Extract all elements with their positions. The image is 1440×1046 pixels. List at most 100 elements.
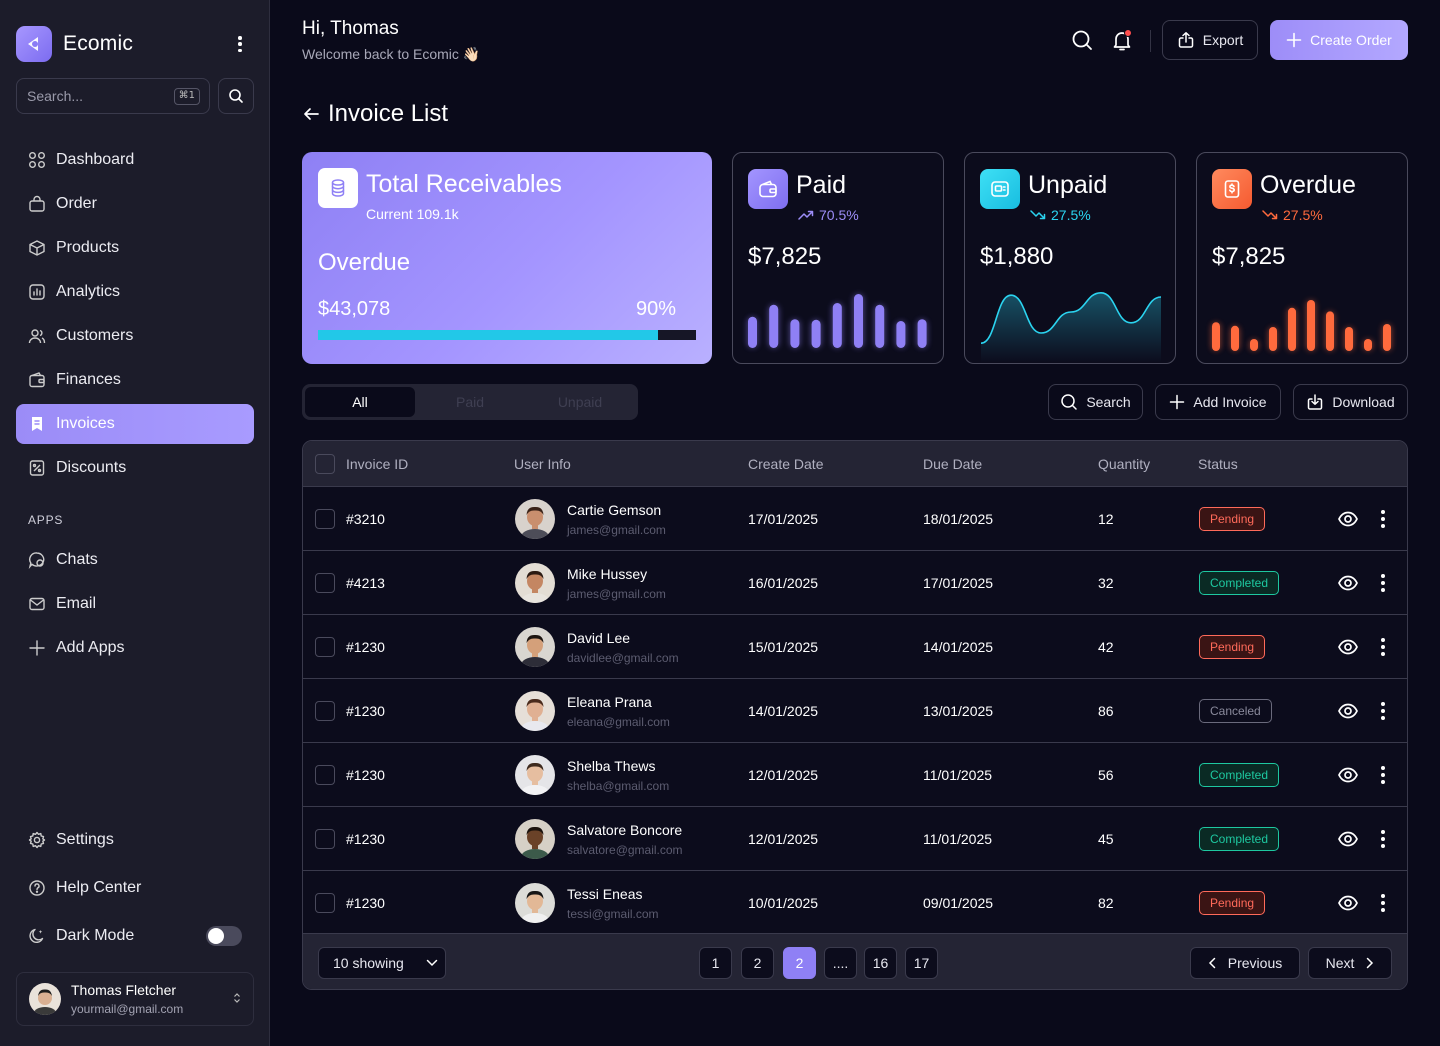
sidebar-item-customers[interactable]: Customers — [16, 316, 254, 356]
eye-icon[interactable] — [1337, 700, 1359, 722]
row-menu-icon[interactable] — [1380, 637, 1386, 657]
search-icon-button[interactable] — [218, 78, 254, 114]
eye-icon[interactable] — [1337, 636, 1359, 658]
user-profile-card[interactable]: Thomas Fletcher yourmail@gmail.com — [16, 972, 254, 1026]
tab-paid[interactable]: Paid — [455, 394, 485, 410]
trend-down-icon — [1262, 210, 1278, 220]
row-menu-icon[interactable] — [1380, 509, 1386, 529]
next-page-button[interactable]: Next — [1308, 947, 1392, 979]
row-menu-icon[interactable] — [1380, 893, 1386, 913]
row-checkbox[interactable] — [315, 765, 335, 785]
table-row[interactable]: #1230 Tessi Eneas tessi@gmail.com 10/01/… — [303, 870, 1407, 934]
sidebar-menu-icon[interactable] — [232, 34, 248, 54]
table-row[interactable]: #3210 Cartie Gemson james@gmail.com 17/0… — [303, 486, 1407, 550]
back-arrow-icon[interactable] — [302, 105, 320, 123]
header-create-date[interactable]: Create Date — [748, 456, 824, 472]
user-email: eleana@gmail.com — [567, 715, 670, 729]
create-date: 14/01/2025 — [748, 703, 819, 719]
row-checkbox[interactable] — [315, 637, 335, 657]
eye-icon[interactable] — [1337, 828, 1359, 850]
unpaid-value: $1,880 — [980, 243, 1054, 270]
header-invoice-id[interactable]: Invoice ID — [346, 456, 409, 472]
header-quantity[interactable]: Quantity — [1098, 456, 1151, 472]
due-date: 09/01/2025 — [923, 895, 994, 911]
eye-icon[interactable] — [1337, 572, 1359, 594]
invoice-id: #1230 — [346, 639, 385, 655]
sidebar-item-invoices[interactable]: Invoices — [16, 404, 254, 444]
sidebar-item-settings[interactable]: Settings — [16, 820, 254, 860]
page-button[interactable]: 17 — [905, 947, 938, 979]
row-checkbox[interactable] — [315, 509, 335, 529]
export-button[interactable]: Export — [1162, 20, 1258, 60]
dark-mode-toggle[interactable] — [206, 926, 242, 946]
page-button-current[interactable]: 2 — [783, 947, 816, 979]
eye-icon[interactable] — [1337, 764, 1359, 786]
row-checkbox[interactable] — [315, 829, 335, 849]
row-checkbox[interactable] — [315, 893, 335, 913]
chart-bar — [1364, 339, 1372, 351]
sidebar-item-help-center[interactable]: Help Center — [16, 868, 254, 908]
select-all-checkbox[interactable] — [315, 454, 335, 474]
table-row[interactable]: #1230 Eleana Prana eleana@gmail.com 14/0… — [303, 678, 1407, 742]
brand[interactable]: Ecomic — [16, 26, 133, 62]
dollar-icon — [1212, 169, 1252, 209]
sidebar-item-order[interactable]: Order — [16, 184, 254, 224]
previous-page-button[interactable]: Previous — [1190, 947, 1300, 979]
search-button[interactable]: Search — [1048, 384, 1143, 420]
plus-icon — [1170, 394, 1185, 410]
row-menu-icon[interactable] — [1380, 573, 1386, 593]
sidebar-item-chats[interactable]: Chats — [16, 540, 254, 580]
create-order-button[interactable]: Create Order — [1270, 20, 1408, 60]
header-user-info[interactable]: User Info — [514, 456, 571, 472]
sidebar-item-analytics[interactable]: Analytics — [16, 272, 254, 312]
invoice-id: #1230 — [346, 767, 385, 783]
sidebar-search-input[interactable] — [27, 88, 157, 104]
table-row[interactable]: #1230 Shelba Thews shelba@gmail.com 12/0… — [303, 742, 1407, 806]
chart-bar — [1345, 327, 1353, 351]
download-button[interactable]: Download — [1293, 384, 1408, 420]
search-icon[interactable] — [1070, 28, 1094, 52]
avatar — [515, 755, 555, 795]
sidebar-search[interactable]: ⌘1 — [16, 78, 210, 114]
tab-all[interactable]: All — [305, 387, 415, 417]
paid-value: $7,825 — [748, 243, 822, 270]
sidebar-item-label: Order — [56, 195, 97, 212]
page-size-select[interactable]: 10 showing — [318, 947, 446, 979]
page-button[interactable]: 16 — [864, 947, 897, 979]
user-email: james@gmail.com — [567, 523, 666, 537]
create-date: 15/01/2025 — [748, 639, 819, 655]
bag-icon — [29, 195, 45, 212]
sidebar-item-label: Customers — [56, 327, 134, 344]
table-header: Invoice ID User Info Create Date Due Dat… — [303, 441, 1407, 487]
row-menu-icon[interactable] — [1380, 829, 1386, 849]
overdue-label: Overdue — [318, 249, 411, 276]
quantity: 56 — [1098, 767, 1114, 783]
eye-icon[interactable] — [1337, 508, 1359, 530]
tab-unpaid[interactable]: Unpaid — [557, 394, 603, 410]
sidebar-item-discounts[interactable]: Discounts — [16, 448, 254, 488]
table-row[interactable]: #4213 Mike Hussey james@gmail.com 16/01/… — [303, 550, 1407, 614]
sidebar-item-products[interactable]: Products — [16, 228, 254, 268]
invoice-id: #4213 — [346, 575, 385, 591]
sidebar-item-add-apps[interactable]: Add Apps — [16, 628, 254, 668]
row-menu-icon[interactable] — [1380, 765, 1386, 785]
row-menu-icon[interactable] — [1380, 701, 1386, 721]
table-row[interactable]: #1230 Salvatore Boncore salvatore@gmail.… — [303, 806, 1407, 870]
page-title: Invoice List — [302, 100, 448, 128]
sidebar-item-finances[interactable]: Finances — [16, 360, 254, 400]
sidebar-item-dashboard[interactable]: Dashboard — [16, 140, 254, 180]
previous-label: Previous — [1227, 955, 1283, 971]
table-row[interactable]: #1230 David Lee davidlee@gmail.com 15/01… — [303, 614, 1407, 678]
row-checkbox[interactable] — [315, 701, 335, 721]
quantity: 32 — [1098, 575, 1114, 591]
header-status[interactable]: Status — [1198, 456, 1238, 472]
chart-bar — [1212, 322, 1220, 351]
row-checkbox[interactable] — [315, 573, 335, 593]
brand-name: Ecomic — [63, 32, 134, 55]
add-invoice-button[interactable]: Add Invoice — [1155, 384, 1281, 420]
eye-icon[interactable] — [1337, 892, 1359, 914]
sidebar-item-email[interactable]: Email — [16, 584, 254, 624]
page-button[interactable]: 2 — [741, 947, 774, 979]
page-button[interactable]: 1 — [699, 947, 732, 979]
header-due-date[interactable]: Due Date — [923, 456, 983, 472]
